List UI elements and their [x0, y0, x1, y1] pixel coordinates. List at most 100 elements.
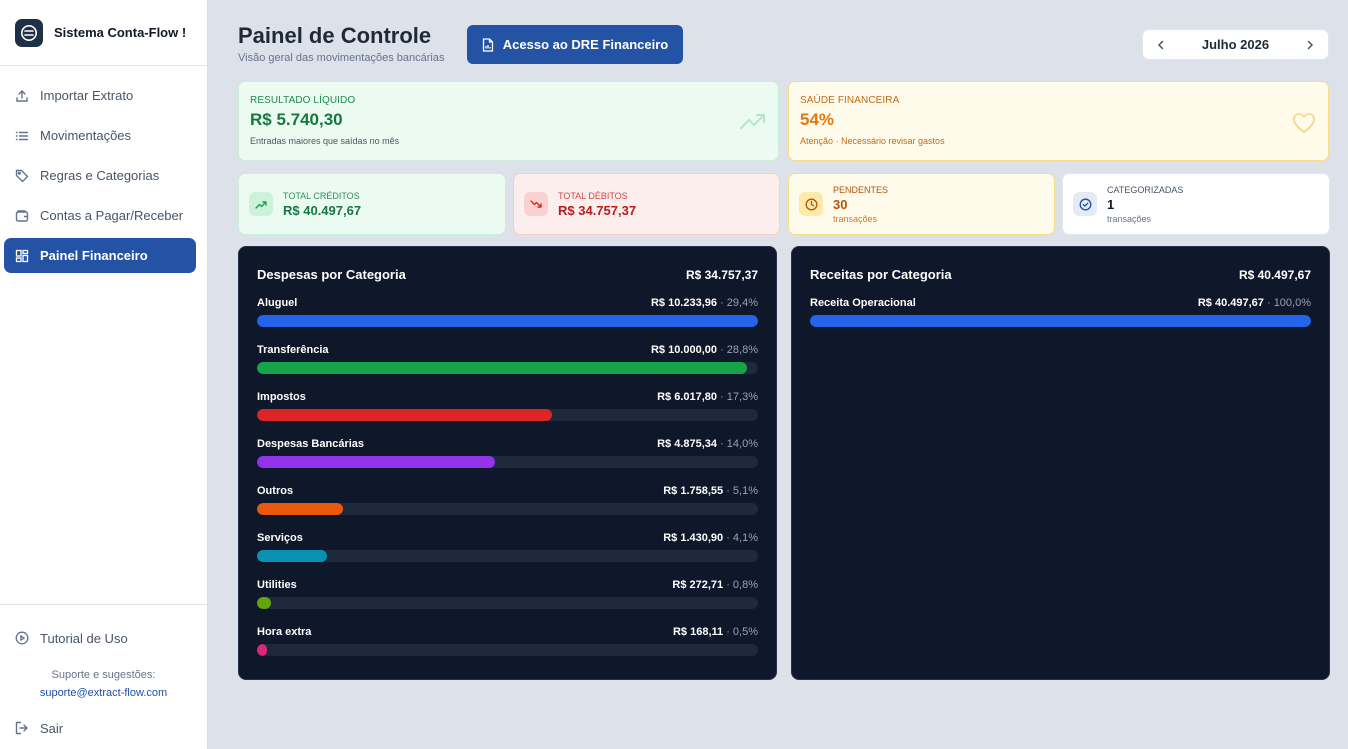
chevron-left-icon[interactable]	[1153, 37, 1169, 53]
category-amount: R$ 168,11 · 0,5%	[673, 626, 758, 638]
play-circle-icon	[14, 630, 30, 646]
check-circle-icon	[1073, 192, 1097, 216]
total-debits-card: TOTAL DÉBITOS R$ 34.757,37	[513, 173, 780, 235]
category-row: Despesas Bancárias R$ 4.875,34 · 14,0%	[257, 436, 758, 483]
wallet-icon	[14, 208, 30, 224]
support-label: Suporte e sugestões:	[51, 669, 156, 681]
total-debits-value: R$ 34.757,37	[558, 202, 637, 218]
tutorial-label: Tutorial de Uso	[40, 630, 128, 646]
total-credits-card: TOTAL CRÉDITOS R$ 40.497,67	[238, 173, 506, 235]
dre-button-label: Acesso ao DRE Financeiro	[502, 37, 669, 52]
sidebar-item-painel-financeiro[interactable]: Painel Financeiro	[4, 238, 196, 273]
category-bar-track	[810, 315, 1311, 327]
chevron-right-icon[interactable]	[1302, 37, 1318, 53]
revenues-panel-title: Receitas por Categoria	[810, 267, 952, 282]
category-bar-fill	[257, 362, 747, 374]
sidebar-item-label: Importar Extrato	[40, 88, 134, 103]
category-percent: · 5,1%	[726, 485, 758, 497]
logout-button[interactable]: Sair	[14, 720, 63, 736]
financial-health-label: SAÚDE FINANCEIRA	[800, 95, 900, 106]
logo-icon	[15, 18, 43, 47]
category-bar-fill	[257, 456, 496, 468]
category-row: Hora extra R$ 168,11 · 0,5%	[257, 624, 758, 671]
category-value: R$ 1.758,55	[663, 485, 724, 497]
category-name: Hora extra	[257, 626, 312, 638]
categorized-unit: transações	[1107, 213, 1152, 224]
logout-label: Sair	[40, 720, 64, 736]
category-name: Outros	[257, 485, 294, 497]
sidebar-item-regras-categorias[interactable]: Regras e Categorias	[4, 158, 196, 193]
category-amount: R$ 40.497,67 · 100,0%	[1198, 297, 1311, 309]
category-bar-fill	[257, 409, 552, 421]
category-amount: R$ 10.000,00 · 28,8%	[651, 344, 758, 356]
page-subtitle: Visão geral das movimentações bancárias	[238, 52, 445, 64]
category-amount: R$ 1.758,55 · 5,1%	[663, 485, 758, 497]
tutorial-link[interactable]: Tutorial de Uso	[14, 630, 128, 646]
dre-button[interactable]: Acesso ao DRE Financeiro	[467, 25, 683, 64]
pending-card: PENDENTES 30 transações	[788, 173, 1055, 235]
categorized-label: CATEGORIZADAS	[1107, 184, 1184, 195]
list-icon	[14, 128, 30, 144]
support-email-link[interactable]: suporte@extract-flow.com	[39, 687, 168, 699]
category-name: Aluguel	[257, 297, 298, 309]
category-bar-fill	[257, 597, 271, 609]
category-name: Receita Operacional	[810, 297, 916, 309]
brand: Sistema Conta-Flow !	[0, 0, 207, 66]
category-value: R$ 10.000,00	[650, 344, 718, 356]
sidebar-item-label: Painel Financeiro	[40, 248, 148, 263]
category-bar-fill	[257, 644, 268, 656]
sidebar-item-importar-extrato[interactable]: Importar Extrato	[4, 78, 196, 113]
category-value: R$ 1.430,90	[663, 532, 724, 544]
category-value: R$ 4.875,34	[657, 438, 718, 450]
dashboard-icon	[14, 248, 30, 264]
net-result-label: RESULTADO LÍQUIDO	[250, 95, 356, 106]
category-percent: · 28,8%	[720, 344, 758, 356]
sidebar-nav: Importar Extrato Movimentações Regras e …	[0, 66, 207, 273]
sidebar-footer: Tutorial de Uso Suporte e sugestões: sup…	[0, 604, 207, 749]
sidebar-item-contas-pagar-receber[interactable]: Contas a Pagar/Receber	[4, 198, 196, 233]
expenses-by-category-panel: Despesas por Categoria R$ 34.757,37 Alug…	[238, 246, 777, 680]
category-bar-track	[257, 597, 758, 609]
category-bar-track	[257, 315, 758, 327]
category-name: Serviços	[257, 532, 303, 544]
category-bar-track	[257, 362, 758, 374]
tag-icon	[14, 168, 30, 184]
category-amount: R$ 272,71 · 0,8%	[672, 579, 758, 591]
category-percent: · 0,5%	[726, 626, 758, 638]
net-result-description: Entradas maiores que saídas no mês	[250, 136, 400, 146]
category-value: R$ 272,71	[672, 579, 724, 591]
pending-unit: transações	[833, 213, 878, 224]
category-row: Impostos R$ 6.017,80 · 17,3%	[257, 389, 758, 436]
sidebar: Sistema Conta-Flow ! Importar Extrato Mo…	[0, 0, 208, 749]
category-percent: · 4,1%	[726, 532, 758, 544]
expenses-panel-total: R$ 34.757,37	[685, 267, 758, 282]
category-percent: · 0,8%	[726, 579, 758, 591]
category-amount: R$ 10.233,96 · 29,4%	[651, 297, 758, 309]
pending-value: 30	[833, 196, 848, 212]
category-amount: R$ 1.430,90 · 4,1%	[663, 532, 758, 544]
sidebar-item-movimentacoes[interactable]: Movimentações	[4, 118, 196, 153]
clock-icon	[799, 192, 823, 216]
category-row: Receita Operacional R$ 40.497,67 · 100,0%	[810, 295, 1311, 342]
category-row: Transferência R$ 10.000,00 · 28,8%	[257, 342, 758, 389]
net-result-card: RESULTADO LÍQUIDO R$ 5.740,30 Entradas m…	[238, 81, 779, 161]
categorized-value: 1	[1107, 196, 1115, 212]
category-value: R$ 10.233,96	[650, 297, 718, 309]
sidebar-item-label: Contas a Pagar/Receber	[40, 208, 184, 223]
total-credits-label: TOTAL CRÉDITOS	[283, 190, 360, 201]
sidebar-item-label: Regras e Categorias	[40, 168, 160, 183]
revenues-list: Receita Operacional R$ 40.497,67 · 100,0%	[810, 295, 1311, 342]
heart-icon	[1292, 112, 1316, 139]
category-row: Utilities R$ 272,71 · 0,8%	[257, 577, 758, 624]
trending-down-icon	[524, 192, 548, 216]
expenses-list: Aluguel R$ 10.233,96 · 29,4% Transferência…	[257, 295, 758, 671]
category-name: Despesas Bancárias	[257, 438, 365, 450]
expenses-panel-title: Despesas por Categoria	[257, 267, 406, 282]
category-bar-fill	[257, 503, 344, 515]
category-name: Transferência	[257, 344, 329, 356]
trending-up-icon	[740, 112, 766, 135]
category-name: Impostos	[257, 391, 306, 403]
category-bar-track	[257, 644, 758, 656]
category-percent: · 14,0%	[720, 438, 758, 450]
category-value: R$ 168,11	[672, 626, 724, 638]
